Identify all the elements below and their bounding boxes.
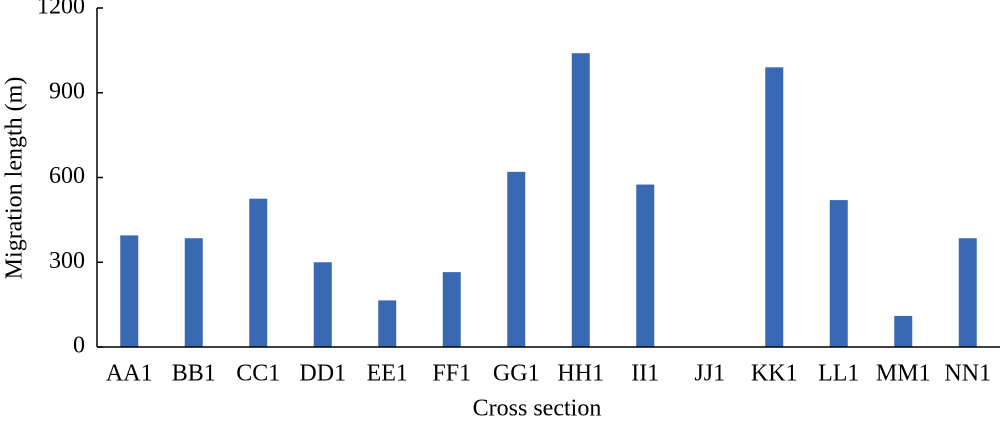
x-tick-label: EE1	[367, 361, 408, 387]
bar	[249, 198, 268, 347]
x-tick-label: GG1	[493, 361, 540, 387]
x-tick-label: II1	[631, 361, 659, 387]
bar	[765, 67, 784, 347]
bar	[120, 235, 139, 347]
bar	[636, 184, 655, 347]
x-tick-label: FF1	[432, 361, 471, 387]
bar	[829, 200, 848, 347]
y-tick-label: 600	[49, 163, 85, 189]
bar	[571, 53, 590, 347]
x-tick-label: HH1	[557, 361, 604, 387]
x-tick-label: LL1	[818, 361, 859, 387]
bar	[313, 262, 332, 347]
bar	[894, 315, 913, 347]
x-tick-label: JJ1	[694, 361, 725, 387]
bar	[958, 238, 977, 347]
y-tick-label: 900	[49, 78, 85, 104]
bar	[378, 300, 397, 347]
y-tick-label: 300	[49, 248, 85, 274]
x-tick-label: CC1	[236, 361, 280, 387]
y-tick-label: 1200	[37, 0, 85, 20]
x-tick-label: KK1	[751, 361, 798, 387]
x-tick-label: DD1	[299, 361, 346, 387]
x-tick-label: MM1	[876, 361, 931, 387]
x-axis-title: Cross section	[473, 396, 602, 422]
y-axis-title: Migration length (m)	[2, 77, 28, 280]
y-tick-label: 0	[73, 333, 85, 359]
bar	[184, 238, 203, 347]
bar	[442, 272, 461, 347]
bar	[507, 171, 526, 347]
x-tick-label: AA1	[106, 361, 153, 387]
x-tick-label: BB1	[172, 361, 216, 387]
x-tick-label: NN1	[944, 361, 991, 387]
